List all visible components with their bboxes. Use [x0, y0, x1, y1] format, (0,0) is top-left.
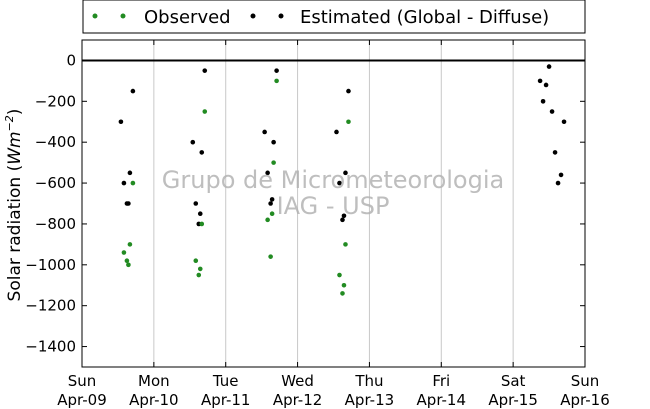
point-observed	[193, 258, 199, 264]
x-tick-label-day: Wed	[281, 372, 314, 390]
legend-marker-estimated-2	[278, 13, 284, 19]
x-tick-label-date: Apr-13	[345, 391, 395, 409]
point-estimated	[269, 197, 275, 202]
plot-frame	[81, 39, 586, 368]
point-estimated	[202, 68, 208, 73]
point-estimated	[197, 211, 203, 217]
x-tick-label-date: Apr-11	[201, 391, 251, 409]
point-observed	[199, 221, 205, 227]
point-observed	[202, 109, 208, 114]
x-tick-label-day: Sun	[68, 372, 97, 390]
point-estimated	[341, 213, 347, 219]
y-tick-label: −800	[35, 215, 76, 233]
point-estimated	[546, 64, 552, 69]
point-estimated	[555, 180, 561, 186]
point-estimated	[130, 88, 136, 94]
legend-marker-estimated-1	[250, 13, 256, 19]
y-tick-label: −400	[35, 133, 76, 151]
point-observed	[268, 254, 273, 259]
x-tick-label-date: Apr-16	[560, 391, 610, 409]
y-axis-label-text: Solar radiation (	[5, 165, 25, 302]
point-estimated	[540, 99, 546, 104]
point-observed	[196, 272, 202, 278]
point-estimated	[271, 139, 276, 145]
legend-frame	[82, 0, 586, 34]
y-tick-label: −1000	[25, 256, 76, 274]
point-estimated	[121, 180, 127, 186]
point-estimated	[549, 109, 555, 114]
vertical-grid	[153, 40, 514, 367]
legend-marker-observed-2	[120, 13, 126, 19]
point-observed	[269, 211, 275, 217]
point-estimated	[343, 170, 348, 176]
point-estimated	[190, 139, 196, 145]
point-estimated	[118, 119, 124, 125]
point-estimated	[346, 88, 351, 94]
point-estimated	[561, 119, 567, 125]
point-observed	[130, 180, 136, 186]
y-tick-label: −600	[35, 174, 76, 192]
y-axis: 0 −200 −400 −600 −800 −1000 −1200 −1400	[25, 51, 585, 356]
point-estimated	[558, 172, 564, 178]
x-axis: SunApr-09MonApr-10TueApr-11WedApr-12ThuA…	[57, 40, 610, 409]
point-estimated	[262, 129, 267, 135]
y-tick-label: 0	[66, 51, 76, 69]
watermark-line-1: Grupo de Micrometeorologia	[162, 166, 504, 194]
x-tick-label-day: Thu	[354, 372, 383, 390]
x-tick-label-day: Mon	[138, 372, 170, 390]
point-estimated	[543, 82, 549, 88]
point-estimated	[537, 78, 543, 84]
data-points	[118, 64, 567, 296]
point-observed	[127, 242, 133, 247]
point-observed	[197, 266, 203, 272]
point-estimated	[552, 150, 558, 155]
x-tick-label-date: Apr-10	[129, 391, 179, 409]
point-observed	[271, 160, 276, 165]
point-observed	[343, 242, 348, 247]
point-estimated	[340, 217, 345, 223]
point-estimated	[126, 201, 131, 206]
point-estimated	[193, 201, 199, 206]
y-tick-label: −200	[35, 92, 76, 110]
legend-marker-observed-1	[92, 13, 98, 19]
point-estimated	[127, 170, 133, 176]
point-estimated	[337, 180, 342, 186]
point-observed	[265, 217, 270, 223]
legend-label-observed: Observed	[144, 7, 231, 28]
point-observed	[274, 78, 279, 84]
point-estimated	[199, 150, 205, 155]
point-estimated	[274, 68, 279, 73]
point-observed	[126, 262, 131, 268]
legend: Observed Estimated (Global - Diffuse)	[82, 0, 586, 34]
y-tick-label: −1400	[25, 338, 76, 356]
point-observed	[124, 258, 130, 264]
point-observed	[121, 250, 127, 255]
x-tick-label-day: Sun	[571, 372, 600, 390]
point-observed	[346, 119, 351, 125]
y-axis-label: Solar radiation (Wm−2)	[3, 109, 25, 302]
x-tick-label-date: Apr-14	[417, 391, 467, 409]
x-tick-label-date: Apr-09	[57, 391, 107, 409]
x-tick-label-day: Tue	[212, 372, 239, 390]
y-axis-label-close: )	[5, 109, 25, 116]
point-estimated	[334, 129, 339, 135]
legend-label-estimated: Estimated (Global - Diffuse)	[300, 7, 549, 28]
point-observed	[337, 272, 342, 278]
y-axis-label-unit: Wm	[5, 131, 25, 164]
x-tick-label-date: Apr-12	[273, 391, 323, 409]
x-tick-label-day: Fri	[432, 372, 450, 390]
y-tick-label: −1200	[25, 297, 76, 315]
point-estimated	[265, 170, 270, 176]
x-tick-label-day: Sat	[501, 372, 526, 390]
point-observed	[341, 282, 347, 288]
y-axis-label-exponent: −2	[3, 115, 16, 131]
point-estimated	[268, 201, 273, 206]
x-tick-label-date: Apr-15	[488, 391, 538, 409]
point-observed	[340, 291, 345, 296]
watermark-line-2: IAG - USP	[277, 192, 390, 220]
